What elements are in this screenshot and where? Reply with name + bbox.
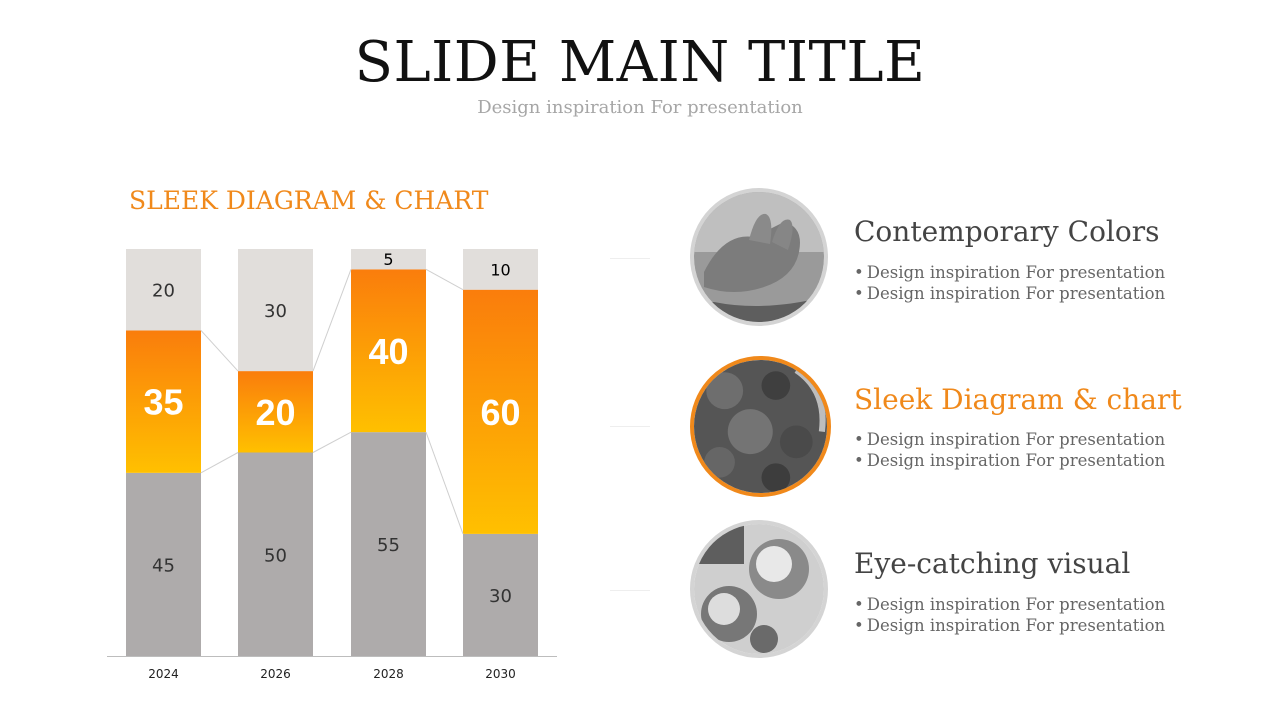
glass-beads-photo [690, 520, 828, 658]
data-label: 5 [383, 250, 393, 269]
x-tick-label: 2026 [260, 667, 291, 681]
data-label: 35 [143, 382, 183, 423]
bar-segment-middle [238, 371, 313, 453]
series-connector-line [425, 268, 464, 291]
feature-bullet-list: Design inspiration For presentation Desi… [854, 595, 1165, 636]
feature-bullet-list: Design inspiration For presentation Desi… [854, 263, 1165, 304]
chart-connector-lines [200, 268, 464, 535]
chart-heading: SLEEK DIAGRAM & CHART [129, 186, 489, 215]
bar-segment-base [463, 533, 538, 656]
divider-line [610, 590, 650, 591]
bullet-item: Design inspiration For presentation [854, 595, 1165, 616]
feature-title: Contemporary Colors [854, 215, 1160, 248]
data-label: 20 [152, 281, 175, 302]
bullet-item: Design inspiration For presentation [854, 284, 1165, 305]
dried-leaves-photo [690, 356, 831, 497]
x-tick-label: 2024 [148, 667, 179, 681]
bullet-item: Design inspiration For presentation [854, 430, 1165, 451]
data-label: 40 [368, 331, 408, 372]
bar-segment-base [351, 432, 426, 656]
data-label: 50 [264, 545, 287, 566]
bullet-item: Design inspiration For presentation [854, 263, 1165, 284]
chart-data-labels: 45 35 20 50 20 30 55 40 5 30 60 10 [143, 250, 520, 607]
data-label: 45 [152, 555, 175, 576]
slide-subtitle: Design inspiration For presentation [477, 97, 803, 118]
bar-segment-base [126, 472, 201, 656]
series-connector-line [312, 269, 352, 372]
series-connector-line [200, 330, 239, 372]
chart-bars [126, 249, 538, 656]
bar-segment-top [463, 249, 538, 290]
divider-line [610, 258, 650, 259]
data-label: 20 [255, 392, 295, 433]
series-connector-line [425, 431, 464, 535]
x-tick-label: 2030 [485, 667, 516, 681]
data-label: 55 [377, 535, 400, 556]
bar-segment-middle [463, 289, 538, 534]
bullet-item: Design inspiration For presentation [854, 616, 1165, 637]
feature-title: Eye-catching visual [854, 547, 1131, 580]
feature-title: Sleek Diagram & chart [854, 383, 1182, 416]
bar-segment-base [238, 452, 313, 656]
x-tick-label: 2028 [373, 667, 404, 681]
divider-line [610, 426, 650, 427]
data-label: 10 [490, 260, 510, 279]
data-label: 30 [489, 586, 512, 607]
slide-title: SLIDE MAIN TITLE [354, 30, 926, 95]
bar-segment-middle [126, 330, 201, 473]
hand-photo [690, 188, 828, 326]
bar-segment-top [238, 249, 313, 372]
series-connector-line [312, 431, 352, 453]
data-label: 30 [264, 301, 287, 322]
bar-segment-top [351, 249, 426, 270]
bar-segment-middle [351, 269, 426, 433]
bar-segment-top [126, 249, 201, 331]
series-connector-line [200, 452, 239, 474]
x-axis-tick-labels: 2024 2026 2028 2030 [148, 667, 516, 681]
feature-bullet-list: Design inspiration For presentation Desi… [854, 430, 1165, 471]
bullet-item: Design inspiration For presentation [854, 451, 1165, 472]
data-label: 60 [480, 392, 520, 433]
